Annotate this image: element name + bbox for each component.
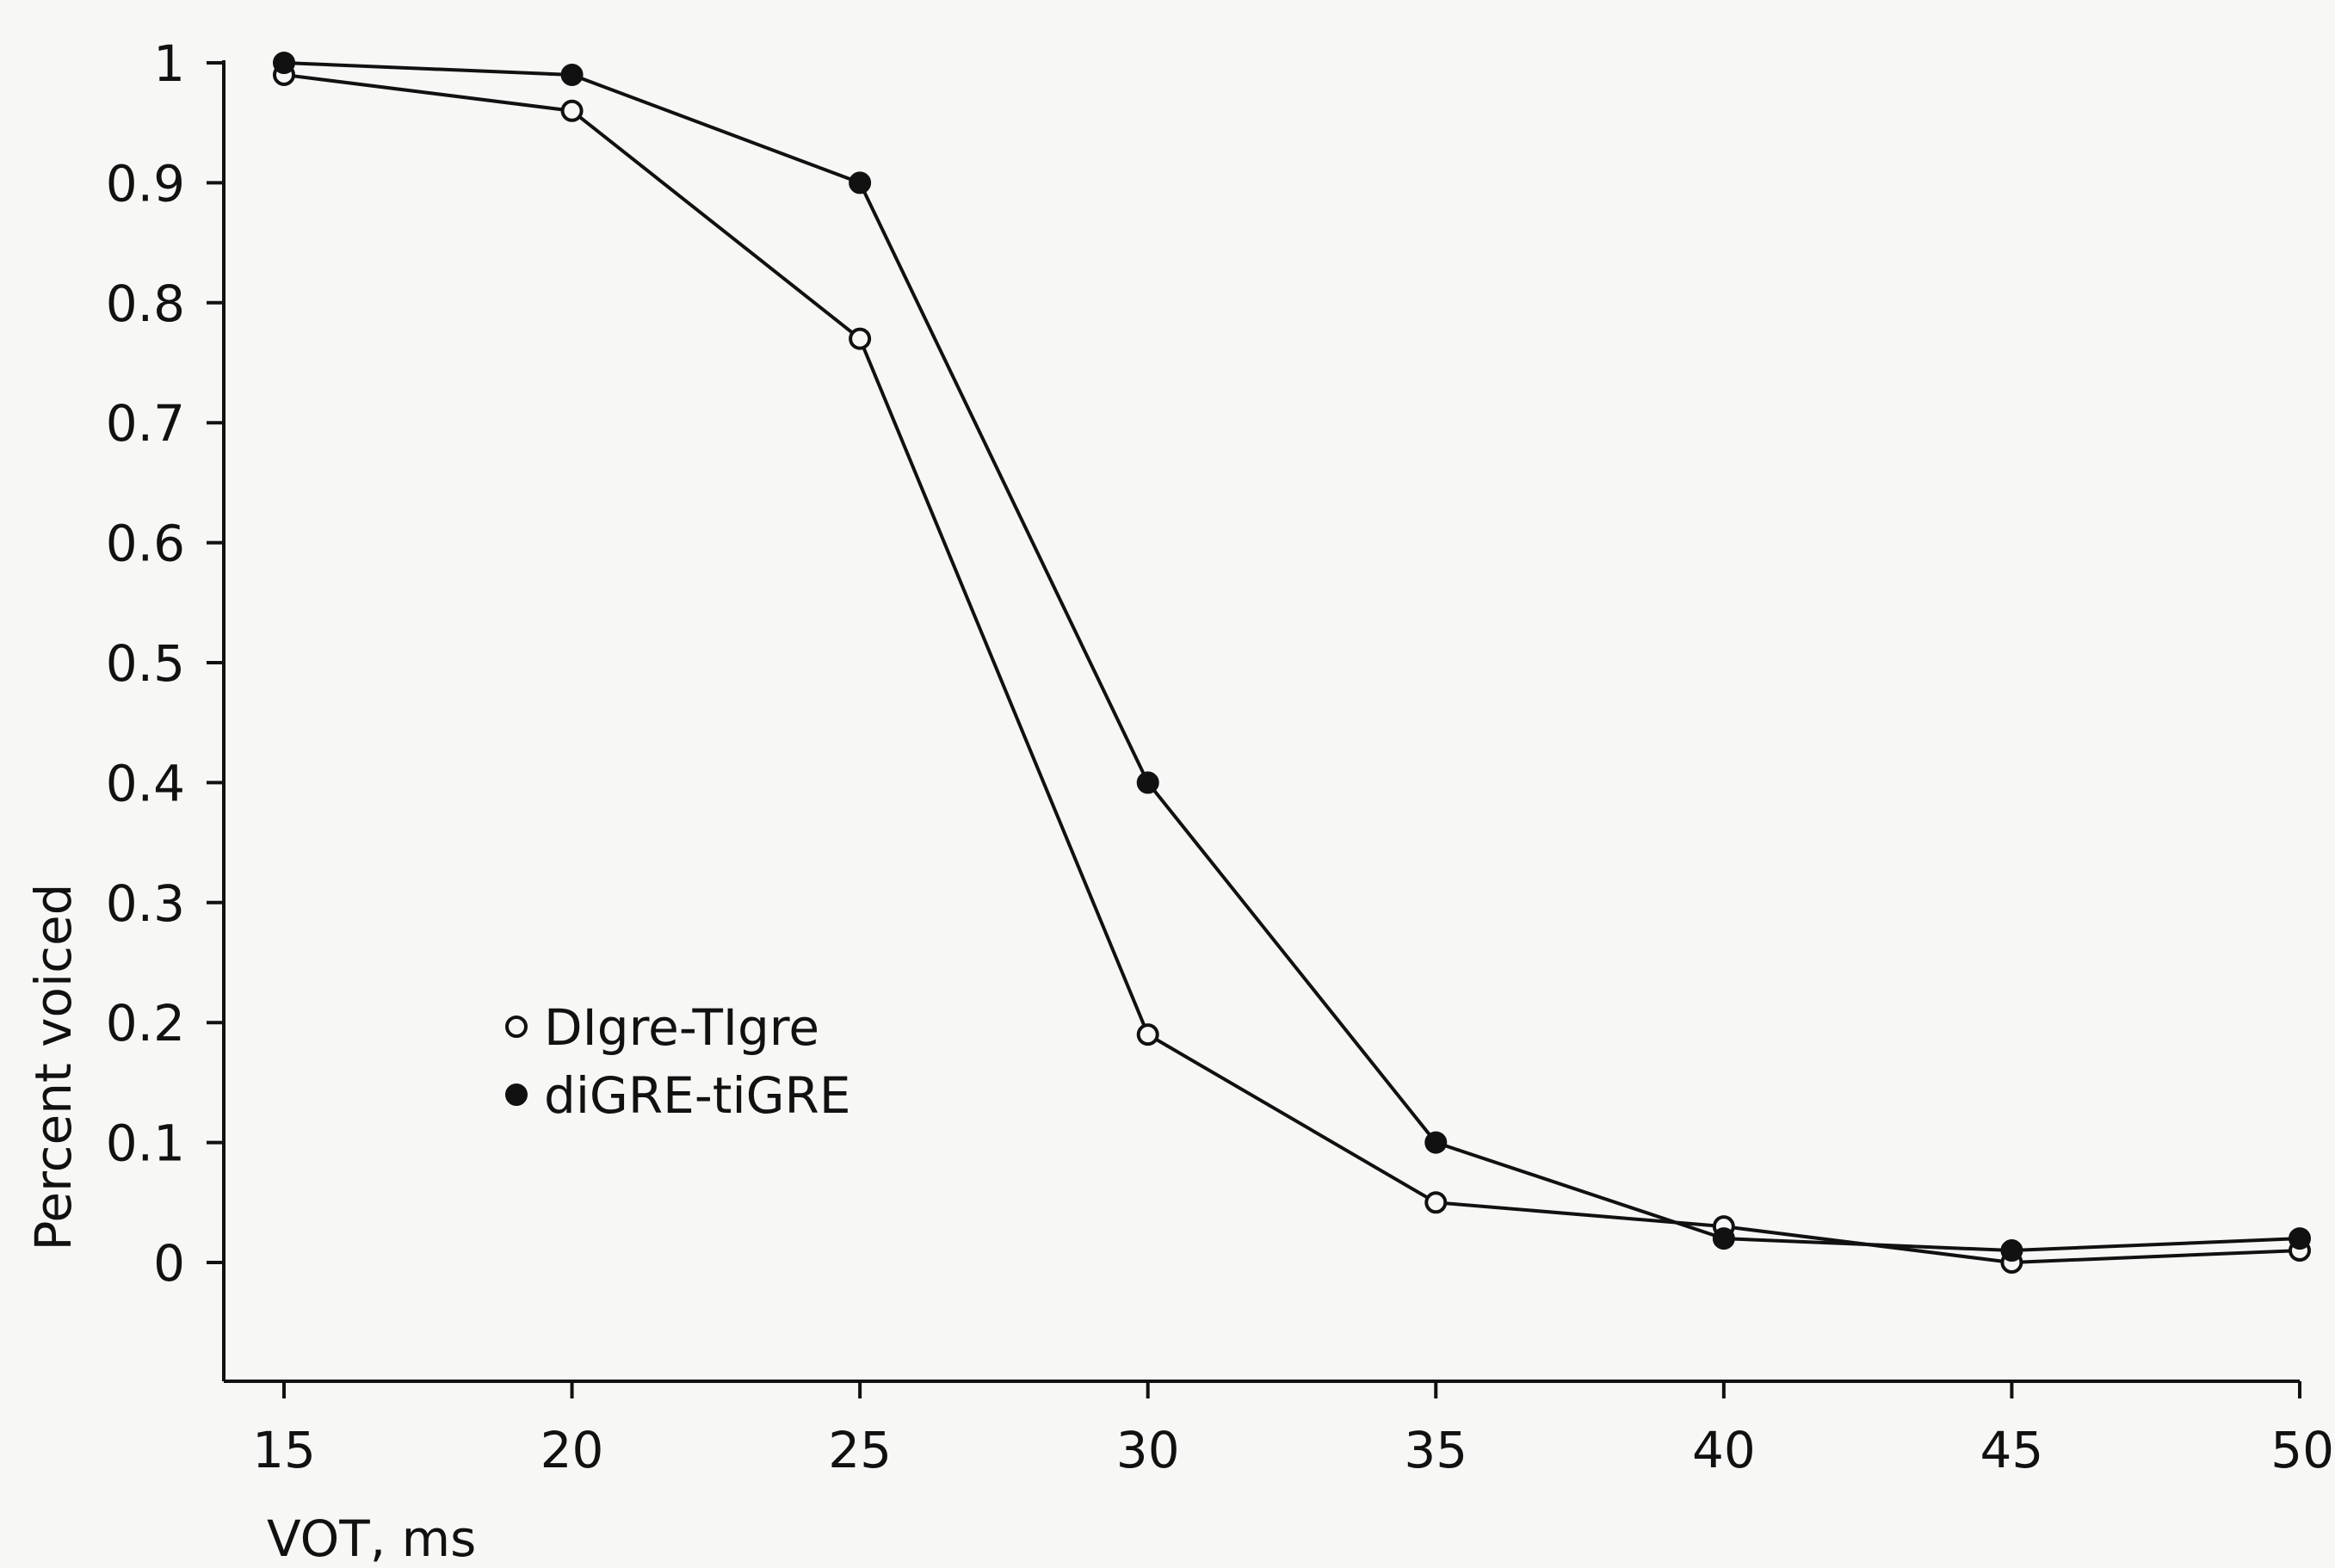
x-ticks: 15 20 25 30 35 40 45 50 [252,1381,2334,1479]
x-tick-label: 35 [1404,1421,1467,1479]
filled-point [1136,771,1159,794]
open-point [1136,1023,1159,1046]
y-ticks: 0 0.1 0.2 0.3 0.4 0.5 0.6 0.7 0.8 0.9 1 [106,34,224,1293]
y-tick-label: 0.1 [106,1114,185,1173]
x-tick-label: 50 [2270,1421,2334,1479]
y-tick-label: 0.3 [106,874,185,933]
legend-filled-marker [505,1083,528,1106]
y-tick-label: 0.5 [106,634,185,693]
y-tick-label: 0.4 [106,754,185,812]
legend: DIgre-TIgre diGRE-tiGRE [505,998,851,1125]
y-tick-label: 0.7 [106,394,185,453]
open-point [849,327,872,350]
y-tick-label: 0.8 [106,275,185,333]
legend-label: diGRE-tiGRE [544,1066,851,1125]
x-tick-label: 20 [541,1421,604,1479]
y-tick-label: 0 [153,1234,185,1293]
x-tick-label: 30 [1116,1421,1180,1479]
filled-point [1424,1131,1448,1154]
filled-point [2000,1239,2023,1262]
y-tick-label: 1 [153,34,185,93]
filled-point [1712,1227,1735,1250]
y-tick-label: 0.6 [106,515,185,573]
filled-point [560,63,584,86]
filled-point [849,171,872,194]
x-tick-label: 25 [828,1421,892,1479]
open-point [560,99,584,122]
x-axis-title: VOT, ms [267,1509,476,1568]
y-tick-label: 0.2 [106,994,185,1053]
x-tick-label: 15 [252,1421,316,1479]
axes [222,60,2300,1383]
x-tick-label: 40 [1692,1421,1756,1479]
open-point [1424,1191,1448,1214]
series-line [283,72,2301,1264]
series-layer [273,52,2311,1274]
series-line [283,61,2301,1253]
y-axis-title: Percent voiced [24,884,83,1251]
x-tick-label: 45 [1980,1421,2044,1479]
filled-point [2289,1227,2311,1250]
legend-open-marker [505,1015,528,1038]
filled-point [273,52,295,74]
legend-label: DIgre-TIgre [544,998,819,1057]
y-tick-label: 0.9 [106,154,185,213]
